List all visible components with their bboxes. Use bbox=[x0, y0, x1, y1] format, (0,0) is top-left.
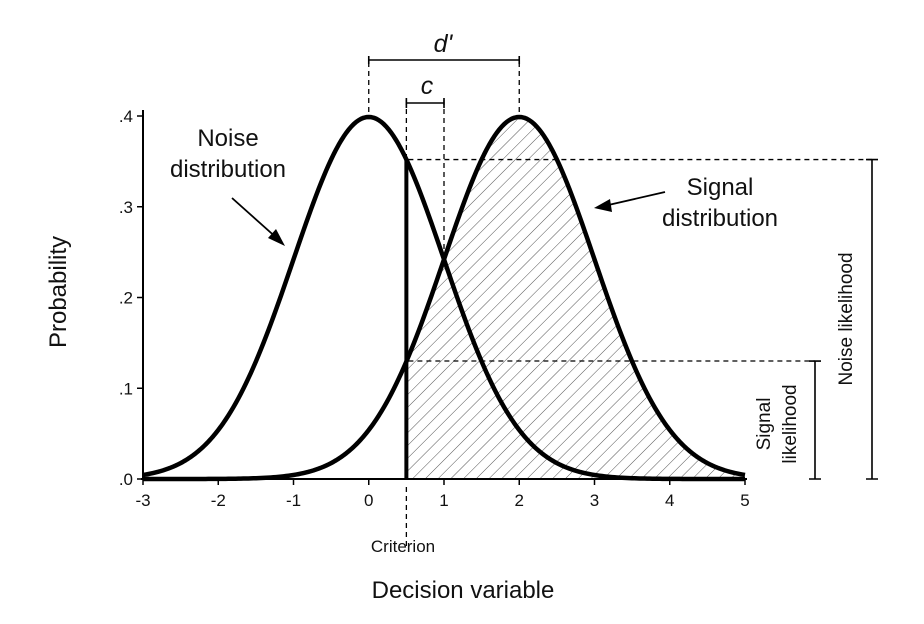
x-axis-label: Decision variable bbox=[372, 577, 555, 604]
noise-distribution-label-line1: Noise bbox=[197, 125, 258, 152]
noise-likelihood-bracket bbox=[866, 158, 878, 480]
signal-distribution-label-line2: distribution bbox=[662, 205, 778, 232]
x-tick-label: 3 bbox=[590, 491, 599, 510]
criterion-label: Criterion bbox=[371, 537, 435, 556]
x-tick-label: 0 bbox=[364, 491, 373, 510]
d-prime-bracket bbox=[367, 56, 521, 64]
c-label: c bbox=[421, 72, 434, 100]
y-tick-label: .1 bbox=[119, 379, 133, 398]
signal-arrow-shaft bbox=[603, 191, 666, 207]
x-tick-group: -3 -2 -1 0 1 2 3 4 5 bbox=[135, 479, 750, 510]
d-prime-label: d' bbox=[434, 30, 454, 58]
y-tick-label: .0 bbox=[119, 470, 133, 489]
y-axis-label: Probability bbox=[45, 236, 72, 348]
signal-distribution-curve bbox=[143, 114, 746, 482]
x-tick-label: 4 bbox=[665, 491, 674, 510]
x-tick-label: 1 bbox=[439, 491, 448, 510]
c-bracket bbox=[405, 98, 445, 108]
noise-likelihood-label: Noise likelihood bbox=[836, 252, 857, 385]
hit-region-hatch bbox=[406, 116, 745, 479]
x-tick-label: -3 bbox=[135, 491, 150, 510]
guide-lines bbox=[368, 62, 872, 548]
x-tick-label: -1 bbox=[286, 491, 301, 510]
y-tick-label: .2 bbox=[119, 289, 133, 308]
x-tick-label: 2 bbox=[515, 491, 524, 510]
signal-likelihood-label-line2: likelihood bbox=[780, 384, 801, 463]
y-tick-group: .0 .1 .2 .3 .4 bbox=[119, 107, 143, 489]
annotation-marks bbox=[231, 56, 878, 480]
signal-likelihood-bracket bbox=[809, 360, 821, 480]
noise-arrow-head bbox=[268, 229, 285, 246]
signal-distribution-label-line1: Signal bbox=[687, 174, 754, 201]
signal-arrow-head bbox=[594, 199, 612, 212]
x-tick-label: 5 bbox=[740, 491, 749, 510]
x-tick-label: -2 bbox=[211, 491, 226, 510]
noise-distribution-label-line2: distribution bbox=[170, 156, 286, 183]
y-tick-label: .3 bbox=[119, 198, 133, 217]
noise-arrow-shaft bbox=[231, 197, 280, 241]
signal-likelihood-label-line1: Signal bbox=[754, 398, 775, 451]
y-tick-label: .4 bbox=[119, 107, 133, 126]
